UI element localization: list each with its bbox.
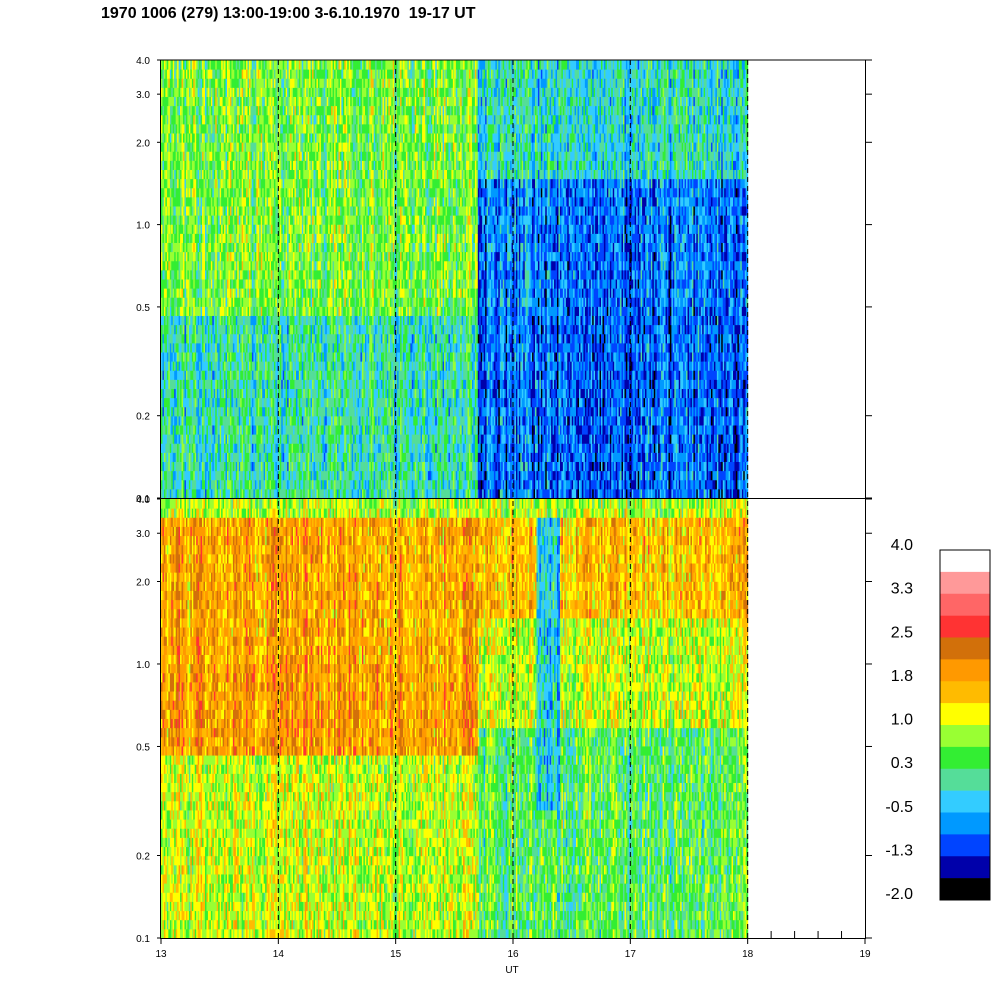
top-panel (161, 60, 748, 499)
